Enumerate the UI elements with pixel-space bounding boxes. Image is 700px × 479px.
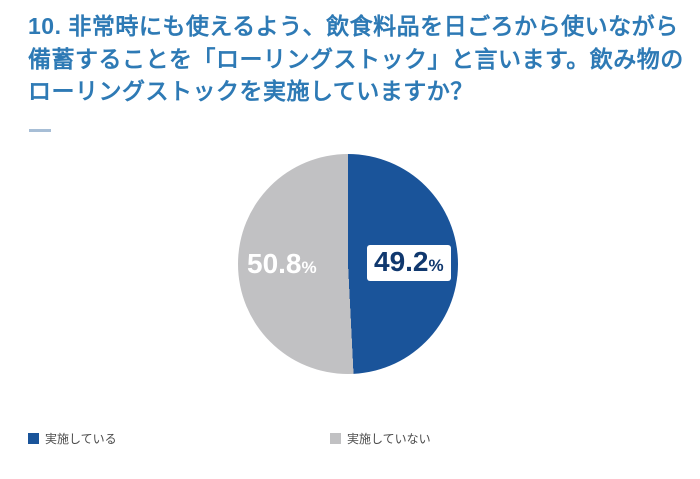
legend-item-not-implementing: 実施していない (330, 430, 431, 447)
pie-label-not-implementing-unit: % (301, 258, 317, 277)
pie-label-implementing-unit: % (428, 256, 444, 275)
legend: 実施している 実施していない (28, 430, 672, 450)
pie-label-not-implementing: 50.8% (247, 250, 317, 278)
legend-label-implementing: 実施している (45, 432, 117, 446)
pie-label-not-implementing-value: 50.8 (247, 248, 302, 279)
legend-swatch-blue (28, 433, 39, 444)
legend-label-not-implementing: 実施していない (347, 432, 431, 446)
pie-label-implementing: 49.2% (367, 245, 451, 281)
question-title: 10. 非常時にも使えるよう、飲食料品を日ごろから使いながら備蓄することを「ロー… (28, 13, 684, 105)
legend-swatch-gray (330, 433, 341, 444)
pie-label-implementing-value: 49.2 (374, 246, 429, 277)
title-underline-dash (29, 129, 51, 132)
legend-item-implementing: 実施している (28, 430, 117, 447)
